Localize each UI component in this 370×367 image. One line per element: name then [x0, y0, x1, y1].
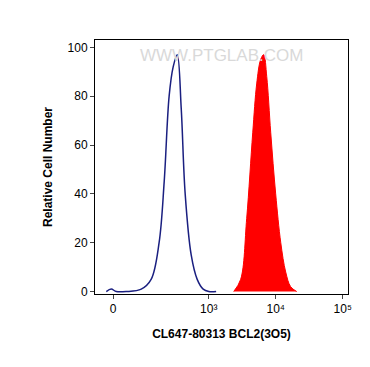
svg-text:60: 60	[74, 138, 88, 152]
svg-text:100: 100	[68, 41, 88, 55]
svg-text:Relative Cell Number: Relative Cell Number	[41, 107, 55, 227]
svg-text:CL647-80313 BCL2(3O5): CL647-80313 BCL2(3O5)	[152, 327, 291, 341]
svg-text:20: 20	[74, 236, 88, 250]
svg-text:10⁴: 10⁴	[266, 302, 285, 316]
svg-text:0: 0	[81, 285, 88, 299]
svg-text:10⁵: 10⁵	[334, 302, 352, 316]
svg-text:WWW.PTGLAB.COM: WWW.PTGLAB.COM	[140, 46, 303, 65]
svg-text:0: 0	[110, 302, 117, 316]
svg-text:40: 40	[74, 187, 88, 201]
svg-text:80: 80	[74, 89, 88, 103]
svg-text:10³: 10³	[200, 302, 217, 316]
